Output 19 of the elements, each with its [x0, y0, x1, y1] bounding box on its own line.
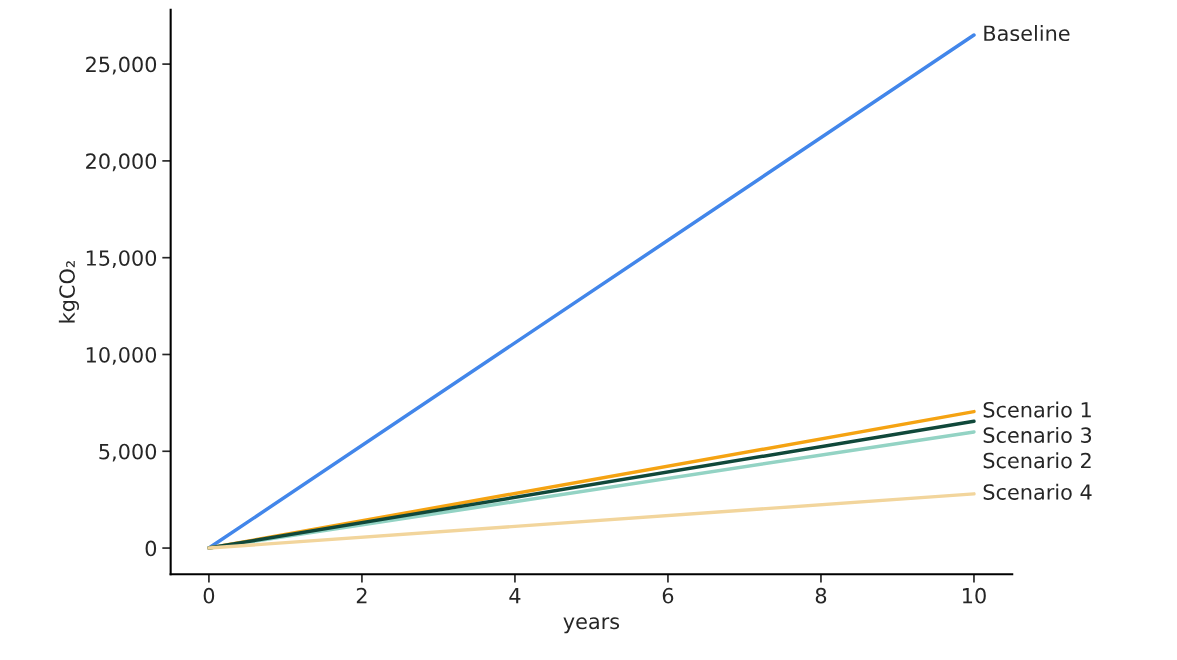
y-axis-title: kgCO₂: [58, 261, 80, 323]
x-tick-label: 2: [356, 587, 367, 604]
y-tick-label: 20,000: [86, 153, 157, 172]
x-tick-label: 6: [662, 587, 674, 604]
y-tick-label: 0: [145, 540, 157, 557]
x-tick-label: 8: [815, 587, 827, 604]
x-tick-label: 4: [509, 588, 521, 604]
y-tick-label: 15,000: [86, 250, 157, 269]
y-tick-label: 25,000: [86, 56, 157, 75]
series-label: Baseline: [984, 24, 1070, 42]
x-axis-title: years: [563, 617, 620, 634]
x-tick-label: 0: [203, 587, 215, 604]
y-tick-label: 10,000: [86, 346, 157, 365]
y-tick-label: 5,000: [99, 443, 157, 462]
x-tick-label: 10: [963, 587, 986, 604]
series-label: Scenario 3: [983, 426, 1092, 444]
series-label: Scenario 2: [983, 452, 1091, 469]
series-label: Scenario 1: [983, 401, 1091, 418]
series-label: Scenario 4: [983, 483, 1092, 500]
